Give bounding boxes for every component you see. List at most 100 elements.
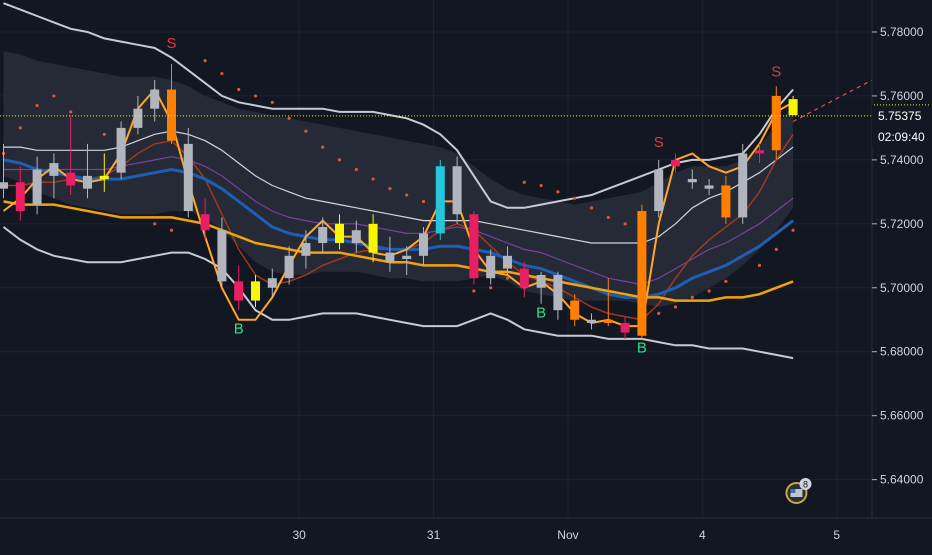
dot-marker <box>253 94 258 98</box>
candle-body <box>603 319 613 323</box>
candle <box>570 294 580 327</box>
candle-body <box>368 223 378 253</box>
candle <box>32 156 42 215</box>
candle-body <box>771 95 781 151</box>
candle-body <box>671 159 680 167</box>
candle-body <box>687 179 697 183</box>
candle-body <box>183 143 193 212</box>
candle <box>167 63 176 144</box>
outer-band-lower <box>2 226 794 360</box>
candle-body <box>15 182 25 212</box>
candle-body <box>721 185 731 218</box>
line-bb-mid <box>3 130 794 244</box>
dot-marker <box>304 129 308 133</box>
event-markers[interactable]: 8 <box>785 478 932 504</box>
dot-marker <box>539 183 543 188</box>
candle <box>503 246 512 275</box>
candle <box>83 143 92 199</box>
dot-marker <box>556 190 560 194</box>
time-tick-label: 30 <box>293 528 307 542</box>
candle <box>553 271 563 320</box>
outer-band-upper <box>3 2 794 209</box>
price-tick-label: 5.74000 <box>880 153 924 167</box>
dot-marker <box>707 289 711 293</box>
candle-body <box>654 169 664 212</box>
price-axis[interactable]: 5.64000 5.66000 5.68000 5.70000 5.72000 5.740… <box>871 0 932 550</box>
time-tick-label: 31 <box>427 528 441 542</box>
dot-marker <box>573 196 577 200</box>
dot-marker <box>220 71 224 76</box>
price-tick-label: 5.72000 <box>880 217 924 231</box>
dot-marker <box>337 158 342 162</box>
event-badge <box>799 478 812 490</box>
candle-body <box>99 175 109 180</box>
candle-body <box>133 108 143 128</box>
candle <box>469 211 479 285</box>
candle-body <box>267 278 277 288</box>
candle-body <box>49 163 59 176</box>
candle <box>587 313 596 330</box>
dot-marker <box>270 100 274 104</box>
flag-icon <box>790 489 803 497</box>
candle-body <box>755 150 764 154</box>
dot-indicator <box>1 59 795 315</box>
last-price-tag-bg <box>872 104 932 127</box>
candle <box>738 143 748 224</box>
candle-body <box>435 166 445 234</box>
candle-body <box>503 255 512 269</box>
candle <box>385 236 395 272</box>
candle <box>217 217 227 288</box>
candle-body <box>217 230 227 282</box>
sell-signal-label: S <box>771 64 781 81</box>
candle <box>620 316 630 339</box>
candle-body <box>519 268 529 288</box>
candle-body <box>385 252 395 263</box>
candle-body <box>570 300 580 320</box>
price-tick-label: 5.78000 <box>880 25 924 39</box>
candle <box>234 265 244 311</box>
candle-body <box>587 319 596 323</box>
time-axis[interactable]: 3031Nov456 <box>0 517 932 550</box>
line-purple <box>3 156 794 286</box>
candle-body <box>251 281 260 301</box>
dot-marker <box>489 286 493 290</box>
signal-labels: S B B B S S <box>166 35 781 357</box>
candle-body <box>536 274 546 288</box>
dot-marker <box>505 276 510 280</box>
candle <box>368 214 378 263</box>
dot-marker <box>169 228 174 232</box>
event-marker[interactable]: 8 <box>785 478 812 504</box>
time-tick-label: Nov <box>557 528 578 542</box>
dot-marker <box>237 87 241 92</box>
candle <box>318 217 328 253</box>
candle <box>687 169 697 189</box>
price-tick-label: 5.76000 <box>880 89 924 103</box>
candle <box>183 127 193 218</box>
candle-body <box>234 281 244 301</box>
candle <box>49 153 59 199</box>
last-price-value: 5.75375 <box>878 109 922 123</box>
price-tick-label: 5.66000 <box>880 409 924 423</box>
candle <box>637 204 647 339</box>
candle-body <box>704 185 714 189</box>
candle <box>452 156 462 224</box>
candle <box>788 95 798 116</box>
candle-body <box>116 127 126 173</box>
candle <box>654 159 664 218</box>
candlestick-series <box>0 63 798 339</box>
candle <box>0 143 8 199</box>
candle <box>267 268 277 298</box>
candle-body <box>167 89 176 141</box>
sell-signal-label: S <box>654 134 664 151</box>
candle-body <box>620 322 630 333</box>
candle <box>402 246 412 275</box>
dot-marker <box>724 279 728 283</box>
candle-body <box>351 230 361 244</box>
buy-signal-label: B <box>637 340 647 357</box>
candle <box>150 79 160 122</box>
dot-marker <box>522 180 526 184</box>
countdown-timer: 02:09:40 <box>878 130 925 144</box>
dot-marker <box>421 199 426 204</box>
